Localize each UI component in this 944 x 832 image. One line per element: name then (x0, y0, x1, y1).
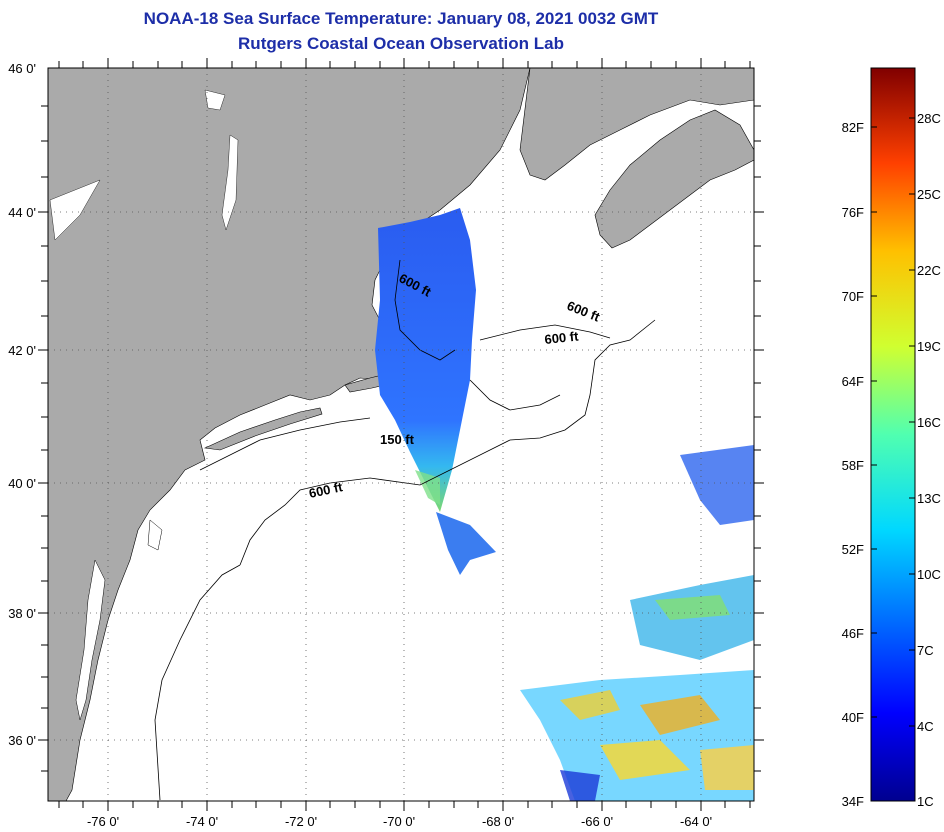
lon-label: -68 0' (482, 814, 514, 829)
colorbar-c-label: 1C (917, 794, 934, 809)
colorbar-f-label: 40F (842, 710, 864, 725)
land-new-brunswick (519, 68, 754, 181)
contour-label: 150 ft (380, 432, 415, 447)
lon-label: -74 0' (186, 814, 218, 829)
colorbar-f-label: 70F (842, 289, 864, 304)
colorbar-c-label: 7C (917, 643, 934, 658)
lon-label: -76 0' (87, 814, 119, 829)
map-frame (47, 67, 755, 802)
colorbar-f-label: 34F (842, 794, 864, 809)
lat-label: 42 0' (8, 343, 36, 358)
lat-label: 44 0' (8, 205, 36, 220)
colorbar (870, 67, 916, 802)
depth-contours (154, 259, 656, 801)
sst-swath (375, 208, 476, 512)
colorbar-c-label: 22C (917, 263, 941, 278)
land-nova-scotia (594, 109, 754, 249)
colorbar-c-label: 25C (917, 187, 941, 202)
sst-swath-warm (415, 470, 440, 505)
contour-label: 600 ft (308, 479, 345, 501)
lon-label: -66 0' (581, 814, 613, 829)
map-subtitle: Rutgers Coastal Ocean Observation Lab (238, 34, 564, 53)
lat-label: 40 0' (8, 476, 36, 491)
colorbar-c-label: 16C (917, 415, 941, 430)
lake (221, 134, 239, 231)
map-area (48, 68, 754, 801)
lat-label: 46 0' (8, 61, 36, 76)
frame-ticks (38, 58, 764, 811)
lake (49, 179, 101, 241)
colorbar-c-label: 19C (917, 339, 941, 354)
colorbar-ticks (871, 117, 915, 727)
lon-label: -64 0' (680, 814, 712, 829)
colorbar-c-label: 13C (917, 491, 941, 506)
graticule (48, 68, 754, 801)
colorbar-f-label: 64F (842, 374, 864, 389)
colorbar-f-label: 58F (842, 458, 864, 473)
lat-label: 36 0' (8, 733, 36, 748)
colorbar-c-label: 4C (917, 719, 934, 734)
colorbar-f-label: 46F (842, 626, 864, 641)
lon-label: -70 0' (383, 814, 415, 829)
chesapeake-bay (75, 559, 106, 721)
colorbar-c-label: 28C (917, 111, 941, 126)
colorbar-c-label: 10C (917, 567, 941, 582)
sst-swath-tail (436, 512, 496, 575)
lake (204, 89, 226, 111)
land-long-island (203, 407, 323, 451)
colorbar-f-label: 52F (842, 542, 864, 557)
lat-label: 38 0' (8, 606, 36, 621)
colorbar-f-label: 76F (842, 205, 864, 220)
lon-label: -72 0' (285, 814, 317, 829)
colorbar-f-label: 82F (842, 120, 864, 135)
delaware-bay (147, 519, 163, 551)
contour-label: 600 ft (544, 328, 580, 347)
map-title: NOAA-18 Sea Surface Temperature: January… (143, 9, 659, 28)
sst-gulf-stream (520, 445, 754, 801)
